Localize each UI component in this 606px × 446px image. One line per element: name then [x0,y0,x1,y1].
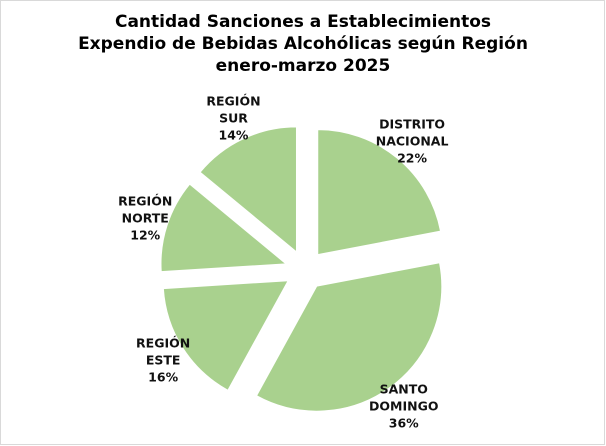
data-label: REGIÓN ESTE 16% [136,335,190,386]
category-label: REGIÓN SUR [206,93,261,126]
pie-slice [317,129,442,256]
pie-slice [199,126,297,253]
value-label: 16% [148,369,179,385]
value-label: 36% [388,415,419,431]
pie-slice [162,280,289,391]
category-label: DISTRITO NACIONAL [375,116,449,149]
chart-title: Cantidad Sanciones a Establecimientos [114,12,492,32]
pie-slice [255,262,443,412]
value-label: 14% [218,127,249,143]
chart-title: enero-marzo 2025 [215,56,391,76]
value-label: 22% [397,150,428,166]
category-label: REGIÓN ESTE [136,335,191,368]
data-label: REGIÓN NORTE 12% [118,193,172,244]
data-label: DISTRITO NACIONAL 22% [376,115,449,166]
chart-title: Expendio de Bebidas Alcohólicas según Re… [78,34,528,54]
pie-slice [160,183,288,273]
value-label: 12% [130,227,161,243]
category-label: REGIÓN NORTE [118,193,173,226]
category-label: SANTO DOMINGO [369,381,439,414]
data-label: SANTO DOMINGO 36% [369,380,438,431]
data-label: REGIÓN SUR 14% [206,92,260,143]
